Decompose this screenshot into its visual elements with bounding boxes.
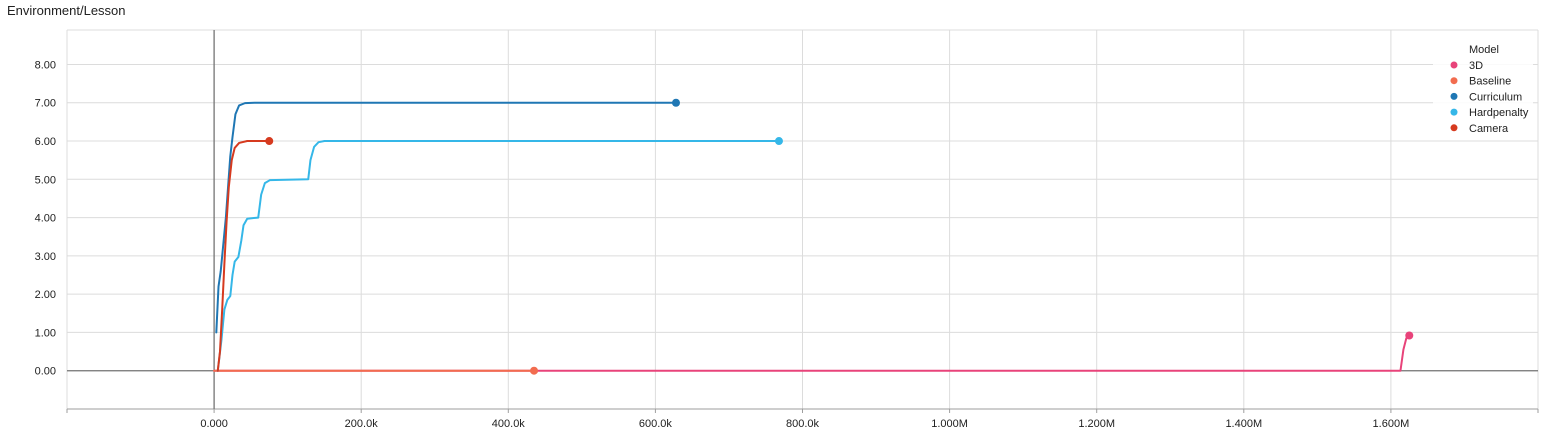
series-endpoint-camera[interactable]: [265, 137, 274, 146]
x-tick-label: 1.600M: [1373, 418, 1410, 430]
legend-swatch-curriculum: [1450, 92, 1458, 100]
series-endpoint-baseline[interactable]: [530, 366, 539, 375]
y-tick-label: 1.00: [35, 327, 56, 339]
x-tick-label: 800.0k: [786, 418, 820, 430]
legend-item-curriculum[interactable]: Curriculum: [1450, 91, 1523, 103]
y-tick-label: 6.00: [35, 136, 56, 148]
legend-box: [1433, 40, 1533, 138]
x-tick-label: 1.000M: [931, 418, 968, 430]
legend-item-camera[interactable]: Camera: [1450, 123, 1510, 135]
y-tick-label: 7.00: [35, 98, 56, 110]
legend[interactable]: Model 3D Baseline Curriculum Hardpenalty Came…: [1433, 40, 1533, 138]
series-line-3d[interactable]: [213, 334, 1411, 372]
axes: 0.00 1.00 2.00 3.00 4.00 5.00 6.00 7.00 8.00 0.00…: [35, 30, 1539, 430]
series-lines: [213, 98, 1414, 375]
legend-label-curriculum: Curriculum: [1469, 91, 1522, 103]
series-endpoint-3d[interactable]: [1405, 331, 1414, 340]
legend-item-3d[interactable]: 3D: [1450, 60, 1484, 72]
y-tick-label: 3.00: [35, 251, 56, 263]
legend-title: Model: [1469, 44, 1499, 56]
x-tick-label: 600.0k: [639, 418, 673, 430]
y-tick-label: 4.00: [35, 213, 56, 225]
grid: [66, 29, 1539, 409]
x-tick-label: 0.000: [200, 418, 228, 430]
series-line-hardpenalty[interactable]: [216, 140, 780, 372]
legend-label-camera: Camera: [1469, 123, 1509, 135]
x-tick-label: 400.0k: [492, 418, 526, 430]
y-tick-label: 2.00: [35, 289, 56, 301]
legend-label-3d: 3D: [1469, 60, 1483, 72]
legend-item-baseline[interactable]: Baseline: [1450, 76, 1512, 88]
legend-label-baseline: Baseline: [1469, 76, 1511, 88]
legend-swatch-3d: [1450, 61, 1458, 69]
x-tick-label: 200.0k: [345, 418, 379, 430]
x-tick-label: 1.200M: [1078, 418, 1115, 430]
series-endpoint-hardpenalty[interactable]: [774, 137, 783, 146]
legend-item-hardpenalty[interactable]: Hardpenalty: [1450, 107, 1529, 119]
series-line-curriculum[interactable]: [215, 101, 677, 334]
x-tick-label: 1.400M: [1225, 418, 1262, 430]
series-line-camera[interactable]: [216, 140, 271, 372]
y-tick-label: 0.00: [35, 366, 56, 378]
legend-swatch-baseline: [1450, 77, 1458, 85]
chart-title: Environment/Lesson: [7, 3, 126, 18]
series-endpoint-curriculum[interactable]: [671, 98, 680, 107]
y-tick-label: 8.00: [35, 59, 56, 71]
legend-label-hardpenalty: Hardpenalty: [1469, 107, 1529, 119]
y-tick-label: 5.00: [35, 174, 56, 186]
legend-swatch-camera: [1450, 124, 1458, 132]
legend-swatch-hardpenalty: [1450, 108, 1458, 116]
